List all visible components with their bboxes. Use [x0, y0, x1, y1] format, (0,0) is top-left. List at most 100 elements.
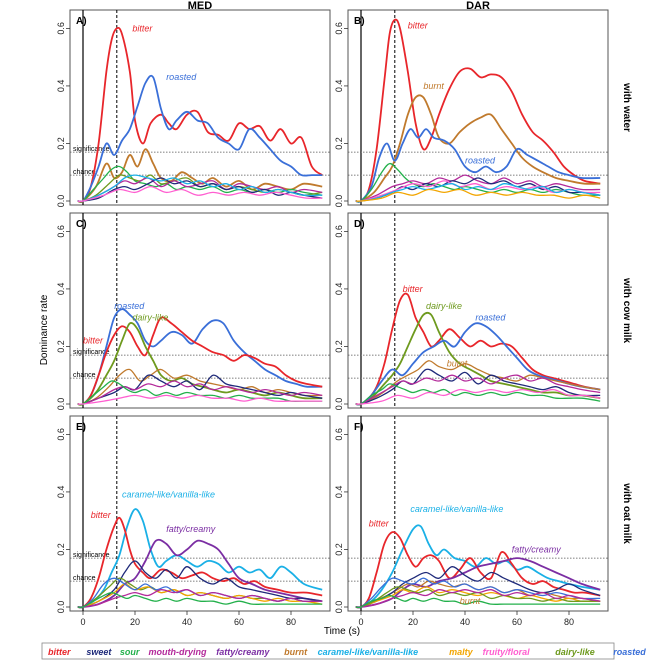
- series-line-roasted: [355, 128, 601, 203]
- series-line-roasted: [77, 74, 323, 203]
- legend-entry-caramel-like-vanilla-like: caramel-like/vanilla-like: [318, 647, 419, 657]
- series-line-bitter: [77, 26, 323, 203]
- y-tick-label: 0.6: [334, 225, 344, 238]
- legend-entry-burnt: burnt: [284, 647, 308, 657]
- legend-entry-mouth-drying: mouth-drying: [149, 647, 207, 657]
- chance-label: chance: [73, 372, 96, 379]
- y-tick-label: 0.4: [334, 283, 344, 296]
- panel-label: D): [354, 219, 365, 230]
- series-line-bitter: [77, 516, 323, 609]
- series-line-caramel-like-vanilla-like: [77, 174, 323, 203]
- series-line-sour: [77, 591, 323, 609]
- x-tick-label: 80: [564, 617, 574, 627]
- curve-label-bitter: bitter: [408, 20, 429, 30]
- curve-label-roasted: roasted: [475, 313, 506, 323]
- legend-entry-bitter: bitter: [48, 647, 71, 657]
- y-tick-label: 0.4: [56, 283, 66, 296]
- chance-label: chance: [73, 575, 96, 582]
- y-tick-label: 0.6: [56, 428, 66, 441]
- row-title-with-water: with water: [621, 82, 632, 132]
- series-line-sweet: [355, 566, 601, 609]
- y-tick-label: 0.6: [56, 225, 66, 238]
- row-title-with-oat-milk: with oat milk: [621, 482, 632, 544]
- series-line-dairy-like: [355, 586, 601, 609]
- x-tick-label: 60: [512, 617, 522, 627]
- y-tick-label: 0.0: [334, 398, 344, 411]
- y-tick-label: 0.0: [56, 601, 66, 614]
- series-line-caramel-like-vanilla-like: [77, 508, 323, 609]
- y-tick-label: 0.2: [56, 137, 66, 150]
- series-line-roasted: [355, 577, 601, 609]
- series-line-bitter: [77, 316, 323, 406]
- panels: significance chance 0.0 0.2 0.4 0.6 bitter roas…: [56, 9, 609, 627]
- series-line-bitter: [355, 292, 601, 406]
- series-line-roasted: [77, 308, 323, 406]
- y-tick-label: 0.6: [56, 22, 66, 35]
- curve-label-fatty-creamy: fatty/creamy: [166, 524, 216, 534]
- curve-label-bitter: bitter: [132, 23, 153, 33]
- significance-label: significance: [73, 552, 110, 559]
- series-line-dairy-like: [355, 311, 601, 406]
- panel-label: F): [354, 422, 363, 433]
- panel-c: significance chance 0.0 0.2 0.4 0.6 roasted dai…: [56, 212, 331, 411]
- series-line-dairy-like: [77, 322, 323, 406]
- legend-entry-roasted: roasted: [613, 647, 646, 657]
- y-tick-label: 0.2: [56, 543, 66, 556]
- panel-label: C): [76, 219, 87, 230]
- y-tick-label: 0.2: [334, 340, 344, 353]
- curve-label-bitter: bitter: [91, 510, 112, 520]
- column-titles: MED DAR: [188, 0, 490, 12]
- series-line-fatty-creamy: [77, 538, 323, 609]
- legend-entry-sour: sour: [120, 647, 140, 657]
- series-line-malty: [355, 188, 601, 202]
- chance-label: chance: [73, 169, 96, 176]
- series-line-burnt: [77, 148, 323, 203]
- y-axis-label: Dominance rate: [39, 294, 50, 365]
- y-tick-label: 0.2: [334, 543, 344, 556]
- curve-label-dairy-like: dairy-like: [426, 301, 462, 311]
- row-titles: with water with cow milk with oat milk: [621, 82, 632, 544]
- curve-label-roasted: roasted: [114, 301, 145, 311]
- panel-frame: [347, 212, 609, 409]
- series-line-mouth-drying: [355, 589, 601, 608]
- panel-f: 0.0 0.2 0.4 0.6 0 20 40 60 80 bitter caramel-like/…: [334, 415, 609, 627]
- legend: bitter sweet sour mouth-drying fatty/creamy b…: [41, 642, 646, 660]
- curve-label-burnt: burnt: [423, 81, 444, 91]
- series-line-bitter: [355, 18, 601, 203]
- series-line-mouth-drying: [77, 380, 323, 406]
- series-line-mouth-drying: [355, 174, 601, 203]
- curve-label-roasted: roasted: [166, 72, 197, 82]
- series-line-burnt: [77, 368, 323, 406]
- panel-a: significance chance 0.0 0.2 0.4 0.6 bitter roas…: [56, 9, 331, 207]
- series-line-fruity-floral: [77, 185, 323, 203]
- significance-label: significance: [73, 349, 110, 356]
- panel-frame: [347, 415, 609, 612]
- y-tick-label: 0.0: [56, 398, 66, 411]
- x-tick-label: 40: [460, 617, 470, 627]
- curve-label-caramel-like-vanilla-like: caramel-like/vanilla-like: [122, 490, 215, 500]
- significance-label: significance: [73, 146, 110, 153]
- y-tick-label: 0.2: [56, 340, 66, 353]
- panel-e: significance chance 0.0 0.2 0.4 0.6 0 20 40 60 80 b…: [56, 415, 331, 627]
- series-line-fruity-floral: [77, 394, 323, 405]
- series-line-bitter: [355, 531, 601, 609]
- y-tick-label: 0.2: [334, 137, 344, 150]
- curve-label-caramel-like-vanilla-like: caramel-like/vanilla-like: [410, 504, 503, 514]
- curve-label-bitter: bitter: [403, 284, 424, 294]
- y-tick-label: 0.4: [334, 80, 344, 93]
- panel-label: A): [76, 16, 87, 27]
- series-line-burnt: [355, 360, 601, 406]
- x-tick-label: 0: [358, 617, 363, 627]
- series-line-sour: [355, 594, 601, 609]
- panel-frame: [69, 9, 331, 206]
- column-title-dar: DAR: [466, 0, 490, 12]
- curve-label-bitter: bitter: [83, 336, 104, 346]
- panel-label: E): [76, 422, 86, 433]
- panel-frame: [347, 9, 609, 206]
- series-line-roasted: [355, 322, 601, 406]
- series-line-sour: [355, 383, 601, 406]
- series-line-burnt: [355, 94, 601, 203]
- curve-label-burnt: burnt: [460, 596, 481, 606]
- legend-entry-malty: malty: [449, 647, 474, 657]
- curve-label-fatty-creamy: fatty/creamy: [512, 544, 562, 554]
